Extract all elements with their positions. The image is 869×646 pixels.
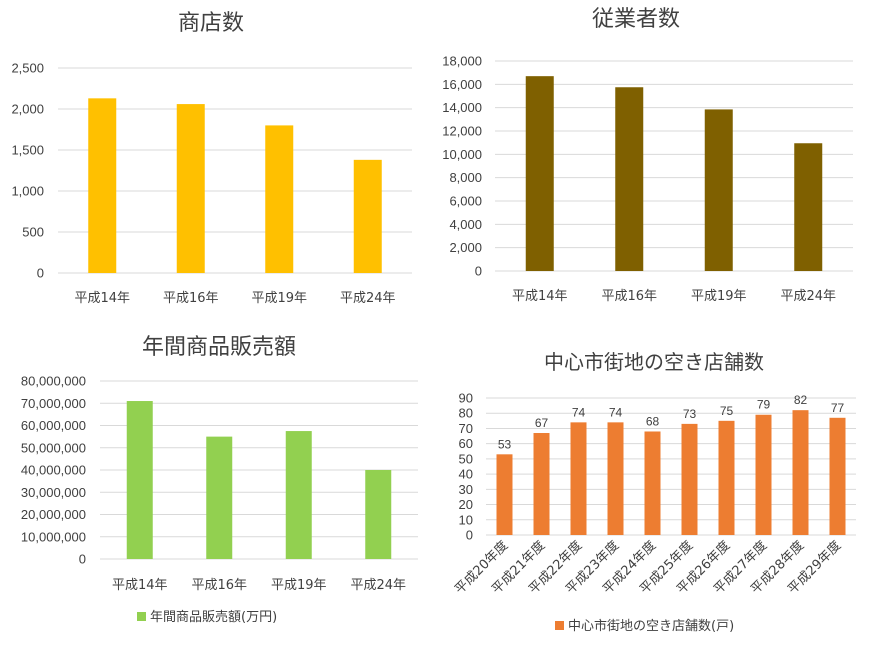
chart-3: 年間商品販売額 0 10,000,000 20,000,000 30,000,000 40… <box>21 335 418 625</box>
y-tick-label: 2,000 <box>449 240 482 255</box>
bar <box>615 87 644 271</box>
y-tick-label: 1,000 <box>11 184 44 199</box>
chart-2: 従業者数 0 2,000 4,000 6,000 8,000 10,000 12,000 14,… <box>442 7 853 304</box>
y-tick-label: 90 <box>459 391 473 406</box>
y-tick-label: 40 <box>459 467 473 482</box>
bar <box>681 423 698 535</box>
y-tick-label: 60 <box>459 436 473 451</box>
data-label: 77 <box>831 401 845 415</box>
bar <box>755 414 772 535</box>
bar <box>792 410 809 535</box>
y-tick-label: 1,500 <box>11 143 44 158</box>
x-tick-label: 平成19年 <box>251 291 307 306</box>
y-tick-label: 6,000 <box>449 194 482 209</box>
x-tick-label: 平成14年 <box>74 291 130 306</box>
y-tick-label: 30,000,000 <box>21 485 86 500</box>
bar <box>704 109 733 272</box>
legend-swatch <box>555 621 564 630</box>
y-tick-label: 80 <box>459 406 473 421</box>
bar <box>365 470 392 559</box>
legend-swatch <box>137 612 146 621</box>
y-tick-label: 18,000 <box>442 54 482 69</box>
data-label: 79 <box>757 398 771 412</box>
y-tick-label: 0 <box>466 528 473 543</box>
chart-title: 従業者数 <box>592 7 680 32</box>
y-tick-label: 80,000,000 <box>21 374 86 389</box>
x-tick-label: 平成19年 <box>271 578 327 593</box>
x-tick-label: 平成16年 <box>601 289 657 304</box>
data-label: 75 <box>720 404 734 418</box>
bar <box>126 401 153 559</box>
x-tick-label: 平成24年 <box>350 578 406 593</box>
y-tick-label: 14,000 <box>442 100 482 115</box>
data-label: 73 <box>683 407 697 421</box>
bar <box>718 420 735 535</box>
y-tick-label: 8,000 <box>449 170 482 185</box>
bar <box>265 125 294 274</box>
x-tick-label: 平成14年 <box>112 578 168 593</box>
y-tick-label: 70 <box>459 421 473 436</box>
bar <box>496 454 513 535</box>
y-tick-label: 500 <box>22 225 44 240</box>
y-tick-label: 10,000 <box>442 147 482 162</box>
y-tick-label: 60,000,000 <box>21 418 86 433</box>
data-label: 74 <box>572 405 586 419</box>
y-tick-label: 4,000 <box>449 217 482 232</box>
bar <box>607 422 624 535</box>
x-tick-label: 平成24年 <box>780 289 836 304</box>
y-tick-label: 16,000 <box>442 77 482 92</box>
x-tick-label: 平成14年 <box>512 289 568 304</box>
y-tick-label: 10,000,000 <box>21 529 86 544</box>
y-tick-label: 70,000,000 <box>21 396 86 411</box>
legend-label: 中心市街地の空き店舗数(戸) <box>568 618 734 634</box>
y-tick-label: 0 <box>79 552 86 567</box>
data-label: 74 <box>609 405 623 419</box>
y-tick-label: 20 <box>459 497 473 512</box>
chart-title: 中心市街地の空き店舗数 <box>544 350 764 374</box>
data-label: 68 <box>646 414 660 428</box>
x-tick-label: 平成16年 <box>163 291 219 306</box>
y-tick-label: 50 <box>459 451 473 466</box>
bar <box>88 98 117 273</box>
bar <box>829 417 846 535</box>
bar <box>570 422 587 535</box>
y-tick-label: 10 <box>459 512 473 527</box>
y-tick-label: 12,000 <box>442 124 482 139</box>
y-tick-label: 40,000,000 <box>21 463 86 478</box>
bar <box>176 104 205 273</box>
bar <box>285 431 312 559</box>
y-tick-label: 30 <box>459 482 473 497</box>
y-tick-label: 0 <box>37 266 44 281</box>
bar <box>525 76 554 272</box>
bar <box>794 143 823 271</box>
bar <box>206 436 233 559</box>
y-tick-label: 50,000,000 <box>21 440 86 455</box>
x-tick-label: 平成19年 <box>691 289 747 304</box>
y-tick-label: 20,000,000 <box>21 507 86 522</box>
chart-title: 年間商品販売額 <box>142 335 296 360</box>
bar <box>533 433 550 535</box>
chart-4: 中心市街地の空き店舗数010203040506070809053平成20年度67… <box>452 350 856 634</box>
data-label: 82 <box>794 393 808 407</box>
chart-1: 商店数 0 500 1,000 1,500 2,000 2,500 平成14年 平成16年 平成1… <box>11 11 412 306</box>
bar <box>353 159 382 273</box>
legend-label: 年間商品販売額(万円) <box>150 609 277 625</box>
y-tick-label: 2,500 <box>11 61 44 76</box>
x-tick-label: 平成16年 <box>191 578 247 593</box>
y-tick-label: 0 <box>475 264 482 279</box>
data-label: 67 <box>535 416 549 430</box>
chart-title: 商店数 <box>178 11 244 36</box>
data-label: 53 <box>498 437 512 451</box>
y-tick-label: 2,000 <box>11 102 44 117</box>
bar <box>644 431 661 535</box>
x-tick-label: 平成24年 <box>340 291 396 306</box>
